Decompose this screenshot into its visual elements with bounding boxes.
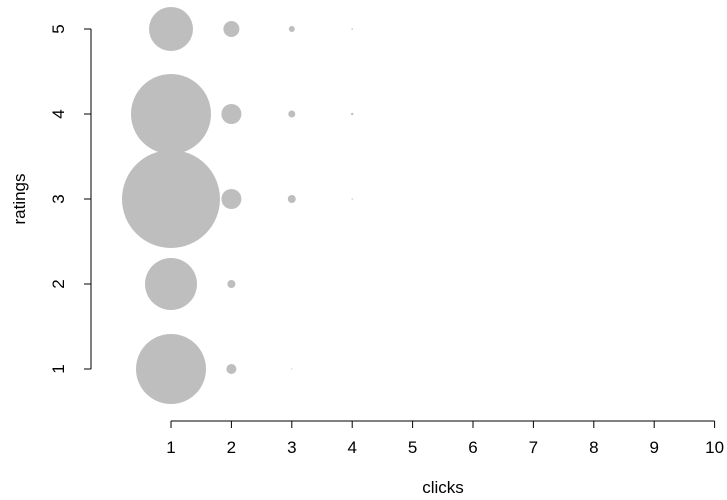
y-tick-label: 1 bbox=[49, 364, 68, 373]
points-layer bbox=[122, 7, 354, 404]
x-tick-label: 9 bbox=[649, 438, 658, 457]
bubble-point bbox=[145, 258, 197, 310]
bubble-point bbox=[351, 112, 354, 116]
x-tick-label: 2 bbox=[227, 438, 236, 457]
bubble-point bbox=[221, 104, 242, 124]
y-axis-label: ratings bbox=[10, 173, 29, 224]
bubble-point bbox=[351, 28, 354, 30]
x-tick-label: 7 bbox=[529, 438, 538, 457]
bubble-point bbox=[136, 334, 206, 404]
bubble-point bbox=[223, 21, 240, 37]
x-tick-label: 4 bbox=[347, 438, 356, 457]
x-tick-label: 1 bbox=[166, 438, 175, 457]
bubble-point bbox=[287, 195, 296, 203]
y-tick-label: 2 bbox=[49, 279, 68, 288]
x-tick-label: 3 bbox=[287, 438, 296, 457]
x-tick-label: 5 bbox=[408, 438, 417, 457]
x-tick-label: 8 bbox=[589, 438, 598, 457]
bubble-point bbox=[131, 74, 211, 154]
y-axis: 1 2 3 4 5 bbox=[49, 24, 92, 374]
bubble-point bbox=[288, 26, 295, 32]
y-tick-label: 4 bbox=[49, 109, 68, 118]
bubble-point bbox=[149, 7, 193, 51]
x-axis: 1 2 3 4 5 6 7 8 9 10 bbox=[166, 420, 724, 457]
bubble-point bbox=[351, 198, 353, 200]
x-tick-label: 6 bbox=[468, 438, 477, 457]
y-tick-label: 3 bbox=[49, 194, 68, 203]
x-axis-label: clicks bbox=[422, 478, 464, 497]
bubble-point bbox=[288, 110, 296, 118]
bubble-point bbox=[221, 189, 242, 209]
y-tick-label: 5 bbox=[49, 24, 68, 33]
bubble-point bbox=[291, 368, 293, 370]
bubble-point bbox=[227, 280, 236, 288]
bubble-point bbox=[122, 150, 220, 248]
x-tick-label: 10 bbox=[705, 438, 724, 457]
bubble-point bbox=[226, 364, 237, 374]
